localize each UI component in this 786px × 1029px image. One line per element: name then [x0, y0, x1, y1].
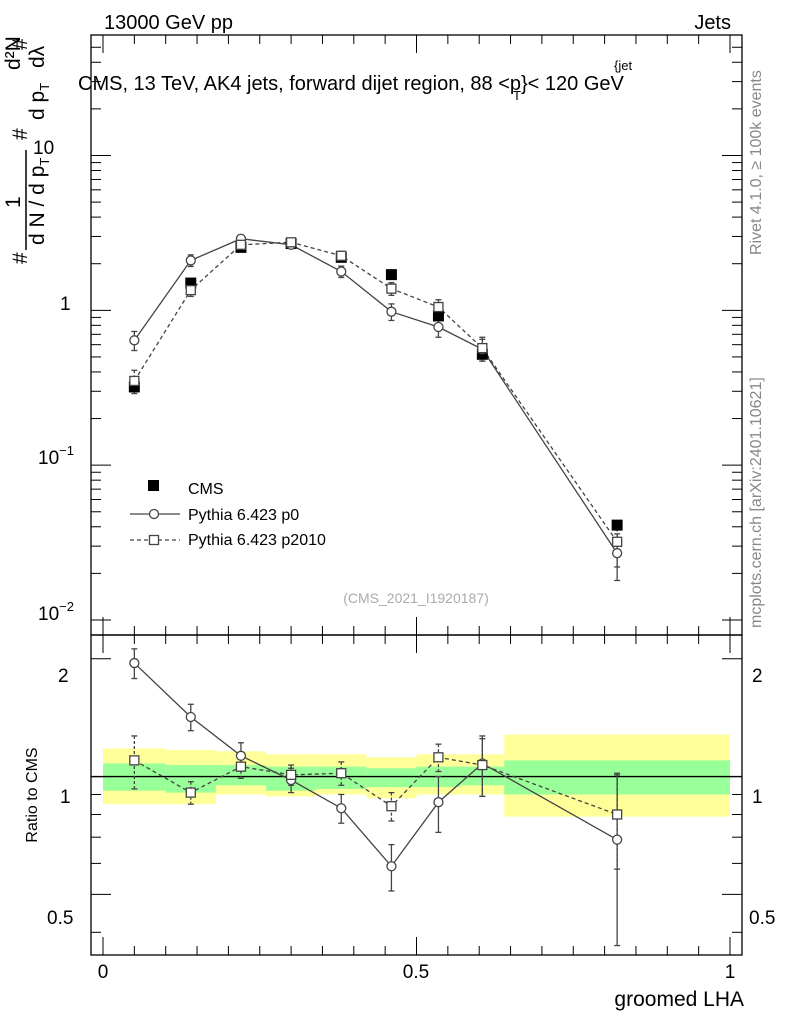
p0-point: [336, 266, 347, 277]
p0-ratio-point: [386, 861, 397, 872]
y-label-hash-2: #: [9, 128, 32, 140]
p2010-point: [235, 239, 247, 250]
p2010-ratio-point: [433, 752, 444, 763]
axis-ticks: [91, 34, 742, 955]
p2010-point: [285, 237, 297, 248]
p2010-point: [433, 301, 444, 313]
source-label: mcplots.cern.ch [arXiv:2401.10621]: [748, 377, 765, 628]
main-y-tick-0.01: 10−2: [38, 599, 74, 625]
ratio-y-tick-0.5-right: 0.5: [749, 908, 775, 929]
ratio-y-tick-2-left: 2: [58, 666, 69, 687]
band-inner-bin: [366, 768, 417, 788]
main-y-axis-label: # 1 d N / d pT # d pT d²N dλ #: [2, 36, 52, 264]
rivet-version-label: Rivet 4.1.0, ≥ 100k events: [748, 70, 765, 255]
ratio-y-tick-0.5-left: 0.5: [47, 908, 73, 929]
main-y-tick-labels: 10 1 10−1 10−2: [33, 138, 74, 625]
x-axis-label: groomed LHA: [614, 988, 744, 1011]
legend-marker-p2010: [148, 534, 160, 546]
p0-ratio-point: [129, 657, 140, 669]
plot-title-superscript: {jet: [614, 58, 632, 73]
p2010-point: [477, 342, 488, 354]
p2010-ratio-point: [185, 787, 196, 798]
main-y-tick-1: 1: [60, 294, 71, 315]
ratio-y-tick-1-right: 1: [752, 787, 763, 808]
p0-ratio-point: [235, 750, 247, 761]
y-label-one: 1: [2, 196, 25, 208]
ratio-panel-data: [129, 648, 623, 947]
main-panel-data: [128, 233, 623, 582]
legend: CMS Pythia 6.423 p0 Pythia 6.423 p2010: [130, 480, 326, 549]
y-label-d2N: d²N: [2, 36, 25, 70]
band-inner-bin: [215, 765, 267, 786]
y-label-dpT: d pT: [26, 83, 52, 120]
category-label: Jets: [694, 12, 731, 34]
main-y-tick-10: 10: [33, 138, 54, 159]
x-tick-0: 0: [98, 962, 109, 983]
legend-label-cms: CMS: [188, 481, 224, 498]
p2010-point: [386, 283, 397, 294]
legend-marker-p0: [148, 508, 160, 520]
p0-ratio-point: [336, 803, 347, 814]
p2010-ratio-point: [477, 759, 488, 771]
p0-point: [129, 335, 140, 346]
p2010-ratio-point: [285, 769, 297, 781]
main-y-tick-0.1-exp: −1: [59, 443, 74, 458]
main-y-tick-0.1: 10−1: [38, 443, 74, 469]
p0-ratio-point: [433, 797, 444, 808]
p2010-ratio-point: [129, 755, 140, 766]
ratio-y-tick-1-left: 1: [60, 787, 71, 808]
main-y-tick-0.01-exp: −2: [59, 599, 74, 614]
analysis-id-watermark: (CMS_2021_I1920187): [343, 590, 489, 606]
p2010-ratio-point: [235, 761, 247, 772]
ratio-y-axis-label: Ratio to CMS: [24, 747, 41, 842]
p2010-point: [336, 250, 347, 261]
p2010-ratio-point: [336, 768, 347, 779]
ratio-y-tick-2-right: 2: [752, 666, 763, 687]
p2010-point: [611, 536, 623, 547]
cms-point: [385, 269, 397, 281]
cms-point: [185, 277, 197, 289]
p2010-ratio-point: [386, 801, 397, 812]
p0-point: [611, 548, 623, 559]
p2010-point: [129, 375, 140, 387]
y-label-hash-3: #: [9, 38, 32, 50]
cms-point: [432, 310, 444, 322]
legend-marker-cms: [148, 480, 159, 491]
plot-title: CMS, 13 TeV, AK4 jets, forward dijet reg…: [78, 73, 625, 103]
p2010-point: [185, 284, 196, 296]
y-label-dlambda: dλ: [26, 45, 49, 68]
y-label-hash-1: #: [9, 252, 32, 264]
p2010-ratio-line: [134, 756, 618, 816]
y-label-dN-dpT: d N / d pT: [26, 158, 52, 245]
p0-point: [386, 306, 397, 317]
p0-ratio-point: [611, 834, 623, 845]
x-tick-0.5: 0.5: [403, 962, 429, 983]
energy-label: 13000 GeV pp: [104, 12, 233, 34]
legend-label-p2010: Pythia 6.423 p2010: [188, 532, 326, 549]
p2010-ratio-point: [611, 809, 623, 820]
legend-label-p0: Pythia 6.423 p0: [188, 507, 299, 524]
p0-point: [433, 321, 444, 333]
x-tick-labels: 0 0.5 1: [98, 962, 736, 983]
p0-point: [185, 255, 196, 266]
p0-ratio-point: [185, 711, 196, 723]
ratio-y-tick-labels: 2 1 0.5 2 1 0.5: [47, 666, 775, 929]
cms-point: [611, 519, 623, 531]
x-tick-1: 1: [725, 962, 736, 983]
cms-point: [128, 381, 140, 393]
